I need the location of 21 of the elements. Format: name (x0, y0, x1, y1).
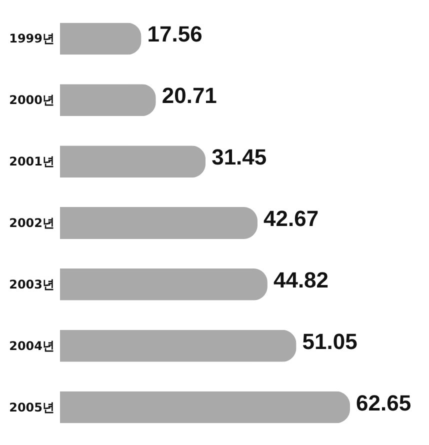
y-tick-label: 2000년 (9, 93, 54, 108)
bar (60, 22, 142, 55)
y-tick-label: 2004년 (9, 338, 54, 353)
bar (60, 268, 268, 300)
data-label: 20.71 (162, 83, 217, 108)
data-label: 62.65 (356, 390, 412, 416)
data-label: 42.67 (264, 206, 319, 231)
bar (60, 207, 258, 239)
data-label: 51.05 (302, 328, 358, 354)
data-label: 17.56 (147, 22, 202, 47)
y-tick-label: 2003년 (9, 277, 54, 292)
data-label: 31.45 (212, 144, 267, 170)
bar (60, 84, 156, 116)
bar (60, 330, 296, 362)
y-tick-label: 2005년 (9, 400, 54, 414)
y-tick-label: 1999년 (9, 32, 54, 46)
y-tick-label: 2001년 (9, 154, 54, 169)
bar (60, 146, 206, 178)
y-tick-label: 2002년 (9, 216, 54, 230)
data-label: 44.82 (273, 267, 329, 292)
bar (60, 391, 350, 424)
